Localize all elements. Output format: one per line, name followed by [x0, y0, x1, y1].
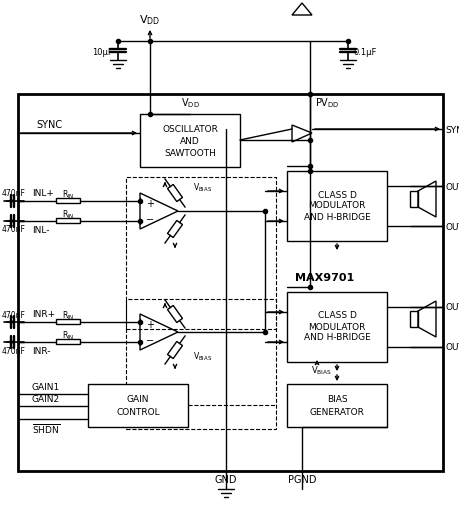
Text: INL-: INL-	[32, 226, 50, 234]
Text: R$_{\rm IN}$: R$_{\rm IN}$	[62, 188, 74, 201]
Text: CLASS D: CLASS D	[318, 311, 357, 320]
Text: SYNC_OUT: SYNC_OUT	[445, 125, 459, 134]
Text: AND: AND	[180, 136, 200, 145]
Polygon shape	[140, 193, 178, 230]
Text: OSCILLATOR: OSCILLATOR	[162, 124, 218, 133]
Bar	[287, 172, 387, 241]
Text: GND: GND	[215, 474, 237, 484]
Text: GAIN2: GAIN2	[32, 394, 60, 403]
Bar	[287, 292, 387, 362]
Text: GENERATOR: GENERATOR	[309, 408, 364, 417]
Bar	[168, 185, 183, 202]
Text: $\overline{\mathsf{SHDN}}$: $\overline{\mathsf{SHDN}}$	[32, 421, 60, 435]
Bar	[410, 312, 418, 327]
Text: CONTROL: CONTROL	[116, 408, 160, 417]
Text: OUTR+: OUTR+	[445, 303, 459, 312]
Bar	[126, 178, 276, 329]
Text: 10µF: 10µF	[92, 47, 113, 57]
Bar	[56, 319, 80, 324]
Text: INL+: INL+	[32, 189, 54, 197]
Text: −: −	[146, 335, 154, 345]
Text: INR-: INR-	[32, 346, 50, 356]
Text: SYNC: SYNC	[36, 120, 62, 130]
Bar	[56, 219, 80, 224]
Text: MODULATOR: MODULATOR	[308, 322, 366, 331]
Text: V$_{\rm BIAS}$: V$_{\rm BIAS}$	[193, 350, 213, 363]
Text: 470nF: 470nF	[2, 310, 26, 319]
Text: −: −	[146, 215, 154, 225]
Text: R$_{\rm IN}$: R$_{\rm IN}$	[62, 329, 74, 341]
Text: V$_{\rm BIAS}$: V$_{\rm BIAS}$	[311, 364, 332, 377]
Text: OUTL-: OUTL-	[445, 222, 459, 231]
Text: 0.1µF: 0.1µF	[353, 47, 376, 57]
Text: 470nF: 470nF	[2, 346, 26, 355]
Bar	[168, 342, 183, 359]
Bar	[168, 221, 183, 238]
Bar	[88, 384, 188, 427]
Text: V$_{\rm DD}$: V$_{\rm DD}$	[140, 13, 161, 27]
Text: +: +	[146, 198, 154, 209]
Bar	[287, 384, 387, 427]
Text: V$_{\rm BIAS}$: V$_{\rm BIAS}$	[193, 181, 213, 194]
Bar	[18, 95, 443, 471]
Text: V$_{\rm DD}$: V$_{\rm DD}$	[180, 96, 199, 110]
Bar	[140, 115, 240, 168]
Bar	[126, 299, 276, 429]
Text: R$_{\rm IN}$: R$_{\rm IN}$	[62, 309, 74, 322]
Text: +: +	[146, 319, 154, 329]
Text: 470nF: 470nF	[2, 225, 26, 234]
Text: GAIN: GAIN	[127, 394, 149, 402]
Text: GAIN1: GAIN1	[32, 382, 60, 391]
Text: PV$_{\rm DD}$: PV$_{\rm DD}$	[315, 96, 340, 110]
Text: AND H-BRIDGE: AND H-BRIDGE	[303, 333, 370, 342]
Text: CLASS D: CLASS D	[318, 190, 357, 199]
Text: OUTR-: OUTR-	[445, 343, 459, 352]
Bar	[56, 198, 80, 204]
Polygon shape	[140, 315, 178, 350]
Text: R$_{\rm IN}$: R$_{\rm IN}$	[62, 209, 74, 221]
Text: SAWTOOTH: SAWTOOTH	[164, 148, 216, 157]
Text: PGND: PGND	[288, 474, 316, 484]
Text: AND H-BRIDGE: AND H-BRIDGE	[303, 212, 370, 221]
Text: INR+: INR+	[32, 310, 55, 318]
Text: BIAS: BIAS	[327, 394, 347, 402]
Bar	[56, 339, 80, 344]
Text: MAX9701: MAX9701	[295, 273, 354, 282]
Polygon shape	[292, 126, 312, 143]
Bar	[168, 306, 183, 323]
Bar	[410, 191, 418, 208]
Text: OUTL+: OUTL+	[445, 182, 459, 191]
Text: 470nF: 470nF	[2, 189, 26, 198]
Text: MODULATOR: MODULATOR	[308, 201, 366, 210]
